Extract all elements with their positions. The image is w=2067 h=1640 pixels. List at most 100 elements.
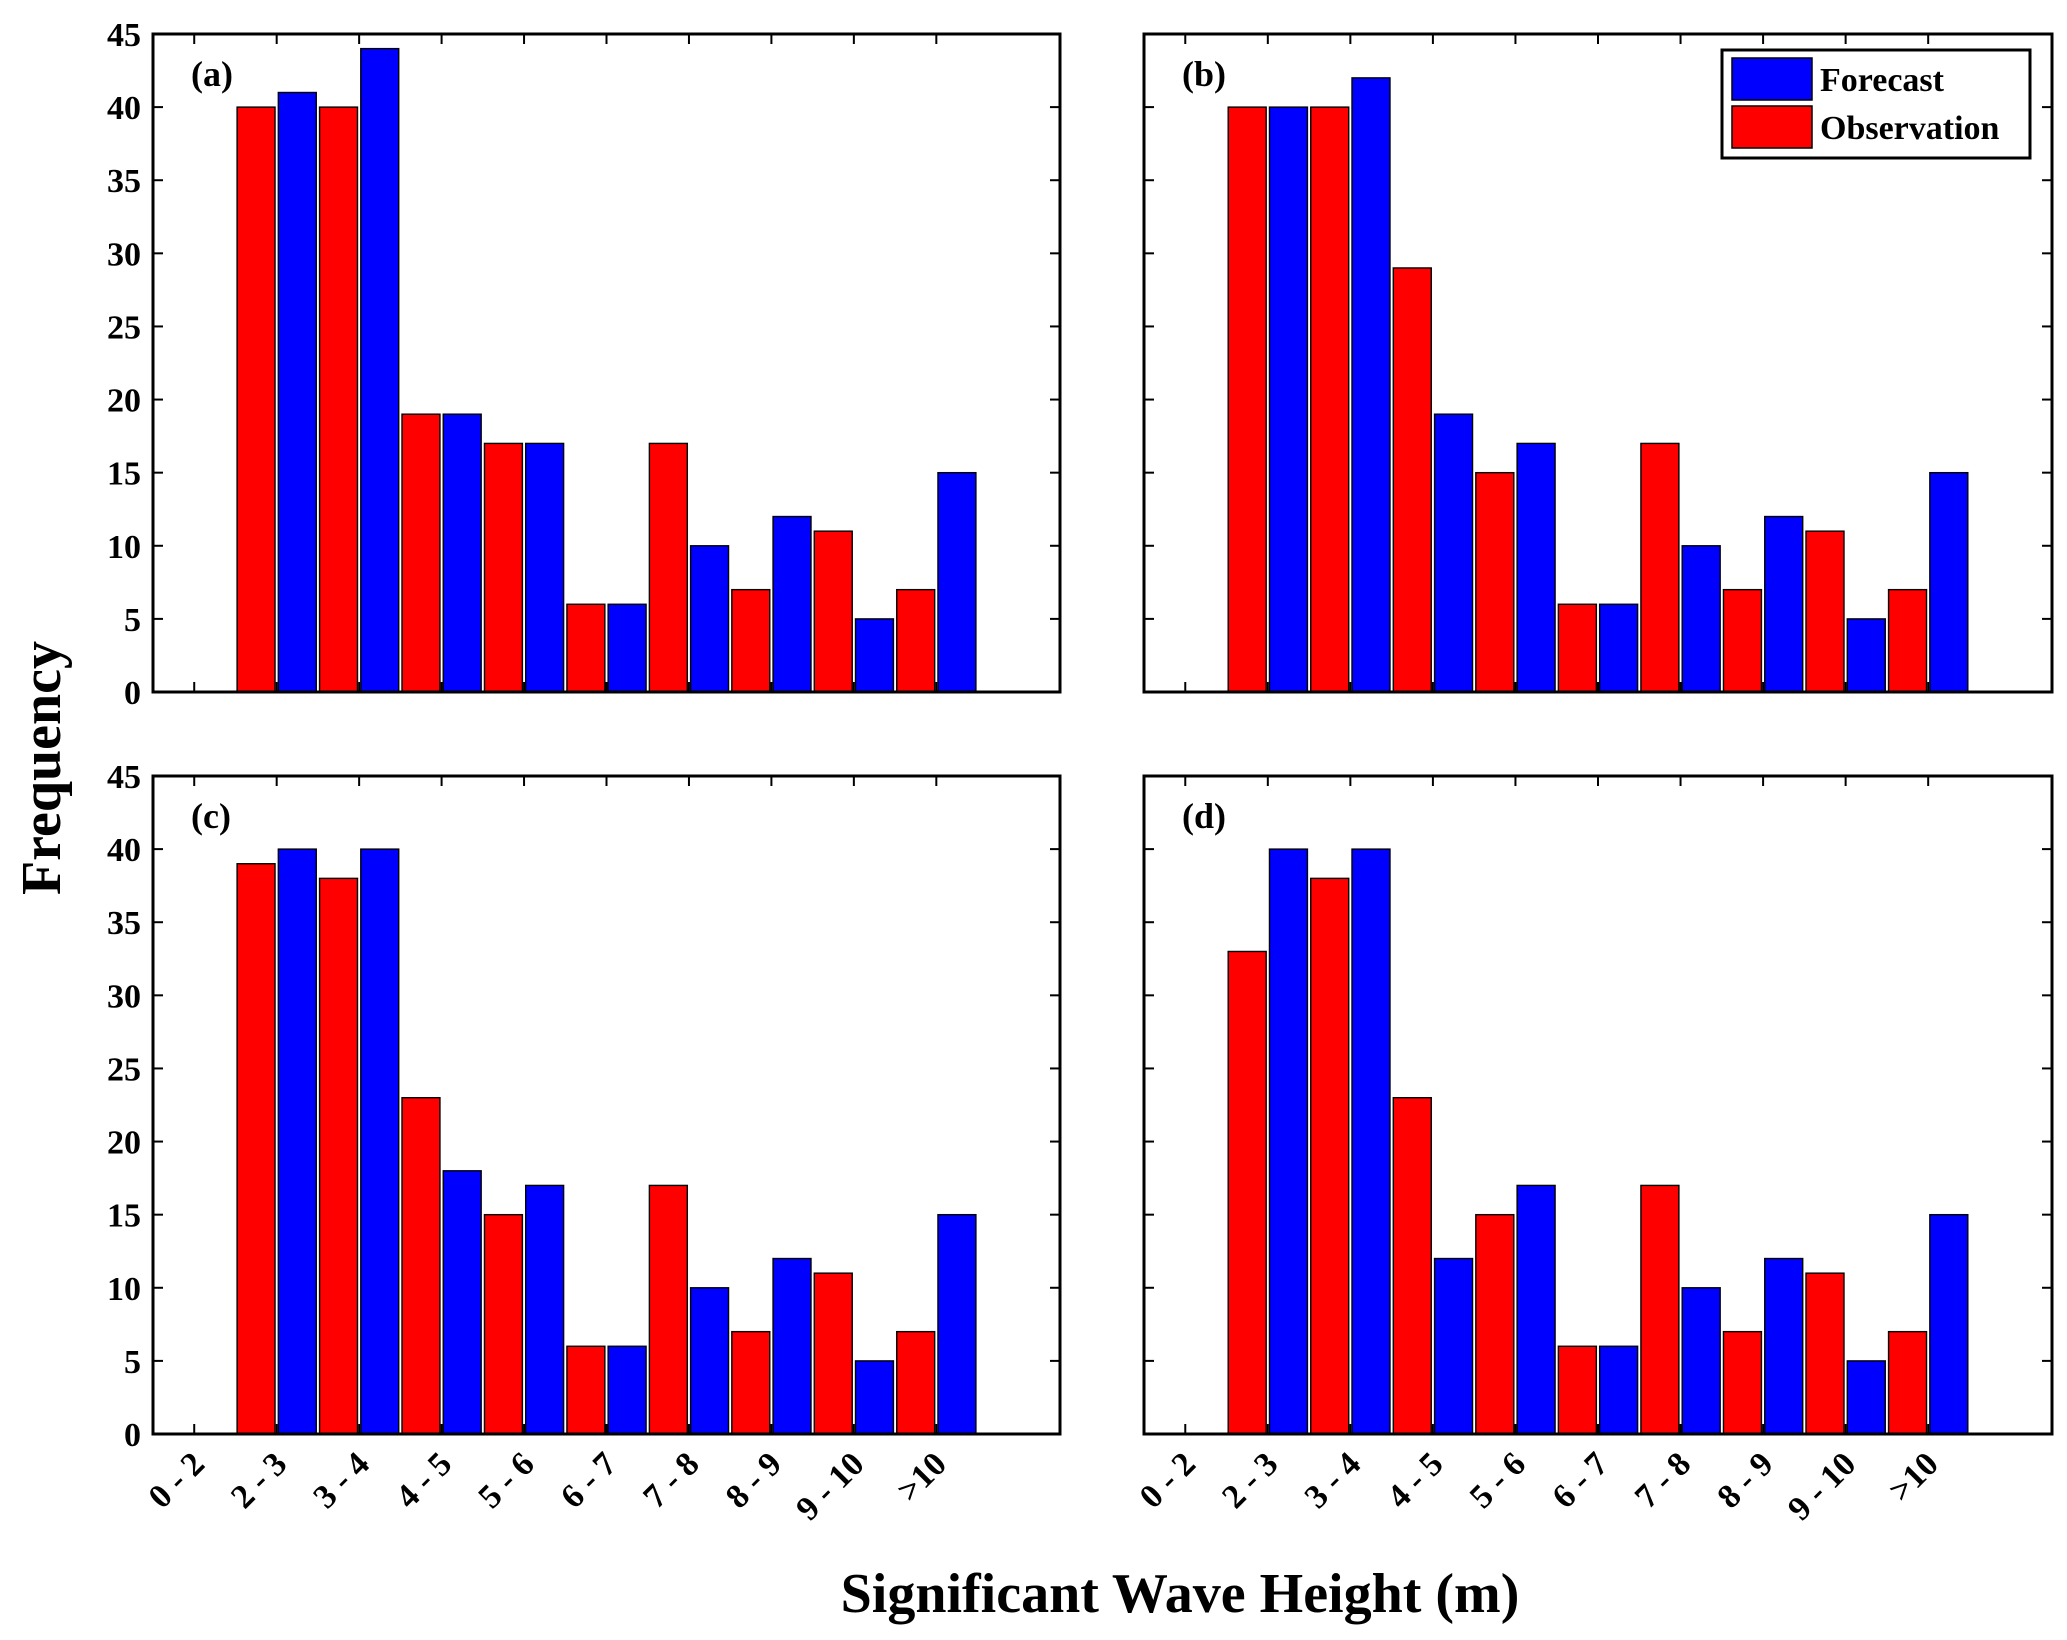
bar-observation bbox=[1227, 950, 1267, 1435]
y-tick-label: 25 bbox=[107, 1051, 141, 1088]
bar-observation bbox=[648, 442, 689, 693]
bar-observation bbox=[236, 106, 276, 693]
bar-observation bbox=[1475, 1213, 1515, 1435]
bar-forecast bbox=[1846, 618, 1886, 693]
panel-label: (b) bbox=[1182, 54, 1226, 94]
bar-forecast bbox=[1929, 1213, 1969, 1435]
y-tick-label: 35 bbox=[107, 905, 141, 942]
y-tick-label: 40 bbox=[107, 90, 141, 127]
legend-label: Forecast bbox=[1820, 62, 1945, 99]
bar-observation bbox=[731, 588, 771, 693]
bar-forecast bbox=[524, 1184, 565, 1435]
bar-forecast bbox=[524, 442, 565, 693]
panels-group: 0 5 10 15 20 25 30 35 40 45 (a) (b) Forecast Observat… bbox=[107, 17, 2054, 1528]
bar-observation bbox=[1887, 1330, 1928, 1435]
panel-b: (b) Forecast Observation bbox=[1142, 32, 2054, 694]
bar-observation bbox=[1722, 588, 1763, 693]
bar-forecast bbox=[1764, 1257, 1804, 1435]
y-tick-label: 10 bbox=[107, 1271, 141, 1308]
bar-forecast bbox=[1598, 1345, 1639, 1435]
bar-observation bbox=[483, 1213, 524, 1435]
bar-forecast bbox=[772, 1257, 812, 1435]
legend-swatch bbox=[1731, 57, 1813, 101]
bar-observation bbox=[1722, 1330, 1763, 1435]
bar-forecast bbox=[772, 515, 812, 693]
y-tick-label: 20 bbox=[107, 1125, 141, 1162]
legend-swatch bbox=[1731, 105, 1813, 149]
bar-observation bbox=[813, 1272, 853, 1435]
y-tick-label: 5 bbox=[124, 1344, 141, 1381]
y-tick-label: 30 bbox=[107, 978, 141, 1015]
bar-forecast bbox=[689, 545, 730, 693]
y-tick-label: 30 bbox=[107, 236, 141, 273]
bar-forecast bbox=[1516, 442, 1556, 693]
bar-forecast bbox=[607, 603, 647, 693]
bar-forecast bbox=[1764, 515, 1804, 693]
bar-observation bbox=[1887, 588, 1928, 693]
bar-observation bbox=[401, 1096, 441, 1435]
y-tick-label: 15 bbox=[107, 1198, 141, 1235]
legend-label: Observation bbox=[1820, 110, 2000, 147]
bar-observation bbox=[1227, 106, 1267, 693]
y-tick-label: 45 bbox=[107, 17, 141, 54]
y-tick-label: 20 bbox=[107, 383, 141, 420]
bar-observation bbox=[566, 1345, 606, 1435]
bar-forecast bbox=[442, 1170, 482, 1435]
y-tick-label: 5 bbox=[124, 602, 141, 639]
bar-observation bbox=[648, 1184, 689, 1435]
bar-observation bbox=[1310, 877, 1350, 1435]
bar-observation bbox=[483, 442, 524, 693]
y-tick-label: 35 bbox=[107, 163, 141, 200]
panel-label: (d) bbox=[1182, 796, 1226, 836]
bar-forecast bbox=[854, 1360, 895, 1435]
bar-observation bbox=[1805, 1272, 1845, 1435]
bar-observation bbox=[318, 106, 359, 693]
y-tick-label: 10 bbox=[107, 529, 141, 566]
bar-forecast bbox=[1433, 1257, 1474, 1435]
bar-forecast bbox=[360, 47, 400, 693]
x-axis-title: Significant Wave Height (m) bbox=[841, 1563, 1520, 1625]
y-tick-label: 0 bbox=[124, 1417, 141, 1454]
panel-a: 0 5 10 15 20 25 30 35 40 45 (a) bbox=[107, 17, 1062, 712]
y-tick-label: 40 bbox=[107, 832, 141, 869]
bar-observation bbox=[1557, 1345, 1598, 1435]
bar-forecast bbox=[360, 848, 400, 1435]
bar-forecast bbox=[442, 413, 482, 693]
bar-forecast bbox=[937, 1213, 977, 1435]
bar-observation bbox=[1557, 603, 1598, 693]
bar-forecast bbox=[937, 471, 977, 693]
bar-forecast bbox=[1598, 603, 1639, 693]
bar-observation bbox=[1640, 1184, 1680, 1435]
bar-forecast bbox=[277, 848, 317, 1435]
bar-forecast bbox=[1268, 106, 1309, 693]
bar-forecast bbox=[1516, 1184, 1556, 1435]
bar-observation bbox=[1392, 267, 1432, 693]
bar-observation bbox=[813, 530, 853, 693]
bar-observation bbox=[896, 1330, 936, 1435]
bar-forecast bbox=[689, 1287, 730, 1435]
bar-forecast bbox=[1929, 471, 1969, 693]
y-tick-label: 15 bbox=[107, 456, 141, 493]
bar-forecast bbox=[277, 91, 317, 693]
bar-forecast bbox=[854, 618, 895, 693]
y-axis-title: Frequency bbox=[11, 641, 73, 895]
bar-observation bbox=[318, 877, 359, 1435]
y-tick-label: 0 bbox=[124, 675, 141, 712]
legend: Forecast Observation bbox=[1720, 48, 2032, 160]
panel-label: (c) bbox=[191, 796, 231, 836]
bar-forecast bbox=[1681, 1287, 1721, 1435]
bar-forecast bbox=[607, 1345, 647, 1435]
bar-observation bbox=[236, 863, 276, 1435]
y-tick-label: 25 bbox=[107, 309, 141, 346]
bar-forecast bbox=[1268, 848, 1309, 1435]
bar-observation bbox=[896, 588, 936, 693]
bar-observation bbox=[401, 413, 441, 693]
bar-forecast bbox=[1351, 77, 1391, 693]
bar-forecast bbox=[1846, 1360, 1886, 1435]
bar-observation bbox=[1640, 442, 1680, 693]
y-tick-label: 45 bbox=[107, 759, 141, 796]
bar-observation bbox=[1310, 106, 1350, 693]
bar-observation bbox=[1805, 530, 1845, 693]
